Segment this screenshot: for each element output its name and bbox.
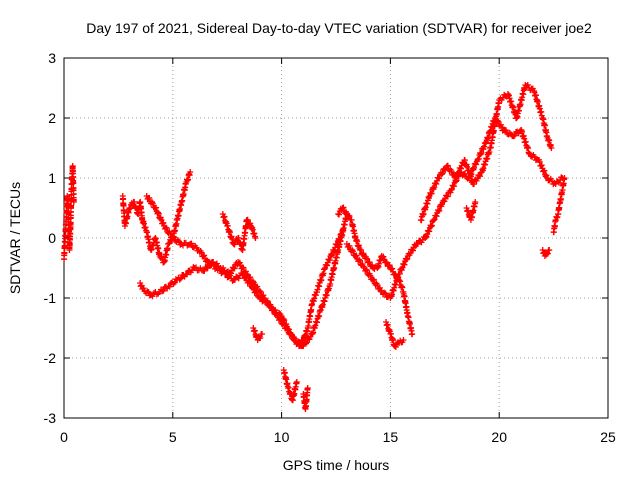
x-tick-label-3: 15 <box>383 429 399 445</box>
series-0-trace-1 <box>119 169 194 266</box>
x-tick-label-5: 25 <box>600 429 616 445</box>
series-0-trace-4 <box>219 211 259 253</box>
y-tick-label-1: -2 <box>44 350 57 366</box>
chart-title: Day 197 of 2021, Sidereal Day-to-day VTE… <box>86 20 592 36</box>
series-0-trace-13 <box>539 247 553 259</box>
axis-ticks <box>63 57 609 419</box>
y-tick-label-6: 3 <box>48 50 56 66</box>
y-tick-label-5: 2 <box>48 110 56 126</box>
x-tick-label-0: 0 <box>60 429 68 445</box>
y-tick-label-0: -3 <box>44 410 57 426</box>
series-0-trace-10 <box>383 319 407 350</box>
series-0-trace-3 <box>143 193 350 350</box>
data-marks <box>61 81 568 412</box>
series-0-trace-11 <box>417 81 555 224</box>
grid <box>64 58 608 418</box>
series-0-trace-9 <box>343 115 566 301</box>
series-0-trace-5 <box>250 325 266 343</box>
y-axis-label: SDTVAR / TECUs <box>7 182 23 294</box>
x-tick-label-1: 5 <box>169 429 177 445</box>
y-tick-label-3: 0 <box>48 230 56 246</box>
tick-labels: 0 5 10 15 20 25 -3 -2 -1 0 1 2 3 <box>44 50 616 445</box>
x-tick-label-2: 10 <box>274 429 290 445</box>
series-0 <box>61 81 568 412</box>
x-tick-label-4: 20 <box>491 429 507 445</box>
series-0-trace-6 <box>280 367 300 404</box>
series-0-trace-12 <box>463 199 479 223</box>
y-tick-label-2: -1 <box>44 290 57 306</box>
y-tick-label-4: 1 <box>48 170 56 186</box>
series-0-trace-0 <box>61 163 77 263</box>
series-0-trace-7 <box>300 385 311 412</box>
x-axis-label: GPS time / hours <box>283 457 390 473</box>
series-0-trace-14 <box>550 175 568 236</box>
